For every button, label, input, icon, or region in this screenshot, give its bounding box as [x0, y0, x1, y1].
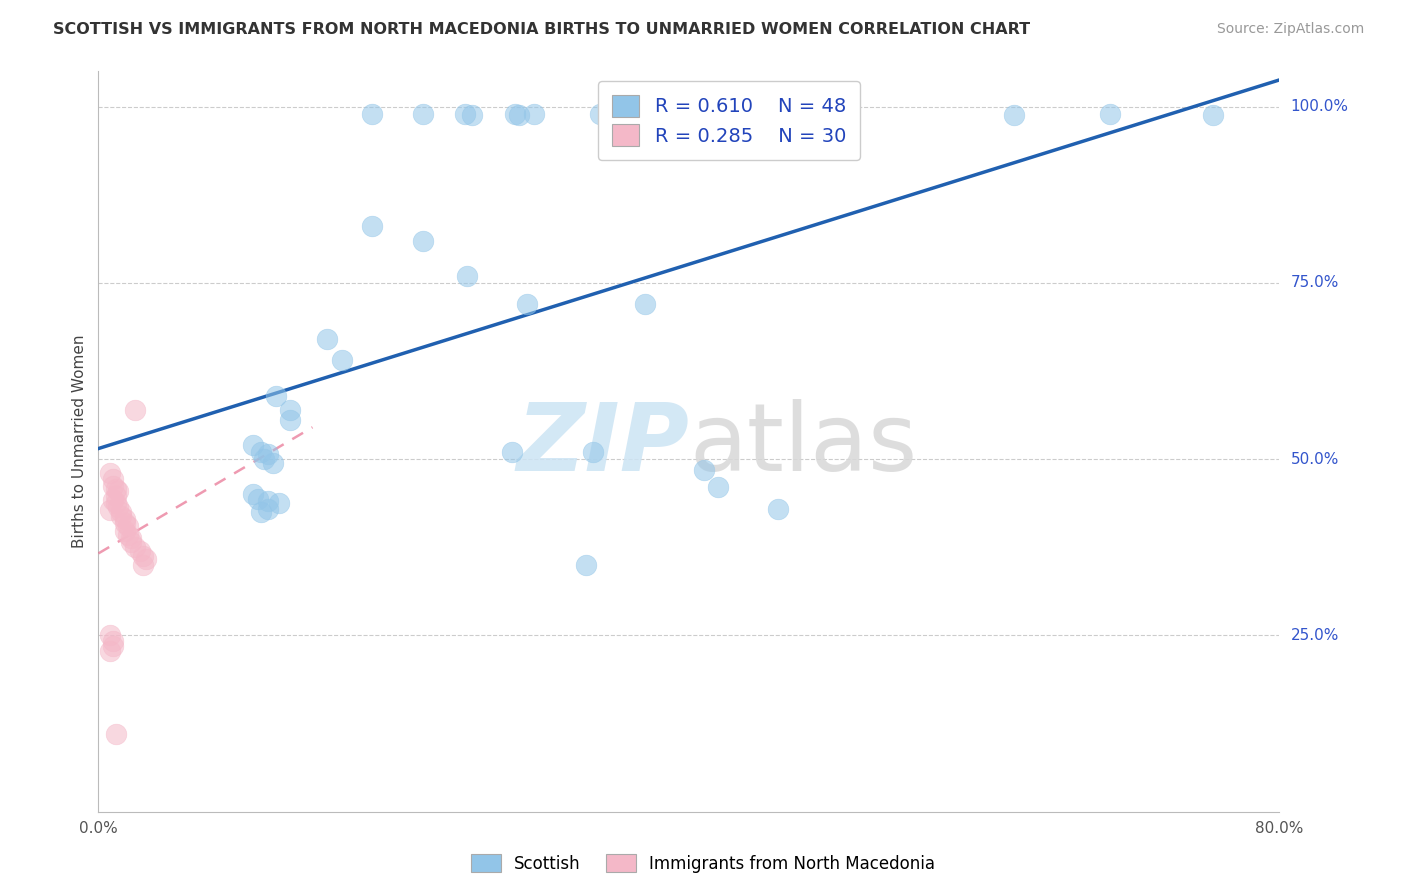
Point — [360, 106, 382, 120]
Point — [257, 446, 280, 460]
Point — [641, 106, 664, 120]
Point — [693, 463, 716, 477]
Text: atlas: atlas — [689, 400, 917, 491]
Legend: R = 0.610    N = 48, R = 0.285    N = 30: R = 0.610 N = 48, R = 0.285 N = 30 — [599, 81, 859, 160]
Point — [257, 501, 280, 516]
Point — [135, 552, 157, 566]
Point — [516, 297, 538, 311]
Point — [117, 519, 139, 533]
Point — [264, 389, 287, 403]
Point — [105, 496, 128, 510]
Point — [103, 634, 125, 648]
Point — [242, 487, 264, 501]
Point — [103, 639, 125, 653]
Text: 75.0%: 75.0% — [1291, 276, 1339, 291]
Point — [582, 445, 605, 459]
Point — [280, 402, 302, 417]
Point — [1002, 108, 1025, 122]
Point — [98, 644, 121, 658]
Point — [707, 480, 730, 494]
Text: Source: ZipAtlas.com: Source: ZipAtlas.com — [1216, 22, 1364, 37]
Text: 50.0%: 50.0% — [1291, 451, 1339, 467]
Point — [98, 628, 121, 642]
Point — [98, 503, 121, 517]
Text: 100.0%: 100.0% — [1291, 99, 1348, 114]
Point — [575, 558, 598, 572]
Point — [114, 516, 136, 530]
Point — [114, 524, 136, 538]
Point — [257, 494, 280, 508]
Text: SCOTTISH VS IMMIGRANTS FROM NORTH MACEDONIA BIRTHS TO UNMARRIED WOMEN CORRELATIO: SCOTTISH VS IMMIGRANTS FROM NORTH MACEDO… — [53, 22, 1031, 37]
Point — [508, 108, 530, 122]
Point — [262, 456, 284, 470]
Point — [267, 496, 290, 510]
Point — [128, 544, 150, 558]
Point — [124, 541, 146, 555]
Point — [105, 727, 128, 741]
Point — [124, 402, 146, 417]
Point — [132, 549, 155, 564]
Point — [117, 528, 139, 542]
Point — [250, 445, 273, 459]
Point — [461, 108, 484, 122]
Point — [330, 353, 353, 368]
Point — [98, 467, 121, 481]
Point — [523, 106, 546, 120]
Point — [360, 219, 382, 234]
Point — [103, 472, 125, 486]
Point — [246, 492, 269, 507]
Point — [107, 500, 129, 515]
Point — [457, 268, 479, 283]
Point — [105, 482, 128, 496]
Point — [132, 558, 155, 572]
Point — [453, 106, 475, 120]
Text: 25.0%: 25.0% — [1291, 628, 1339, 643]
Text: ZIP: ZIP — [516, 400, 689, 491]
Point — [253, 452, 276, 467]
Point — [105, 489, 128, 503]
Point — [412, 106, 434, 120]
Legend: Scottish, Immigrants from North Macedonia: Scottish, Immigrants from North Macedoni… — [464, 847, 942, 880]
Point — [110, 505, 132, 519]
Point — [120, 535, 142, 549]
Point — [103, 479, 125, 493]
Point — [250, 505, 273, 519]
Point — [107, 483, 129, 498]
Point — [114, 512, 136, 526]
Point — [766, 501, 789, 516]
Point — [503, 106, 526, 120]
Point — [634, 297, 657, 311]
Point — [110, 508, 132, 523]
Point — [242, 438, 264, 452]
Point — [501, 445, 523, 459]
Y-axis label: Births to Unmarried Women: Births to Unmarried Women — [72, 334, 87, 549]
Point — [1098, 106, 1121, 120]
Point — [120, 531, 142, 545]
Point — [316, 332, 339, 346]
Point — [412, 234, 434, 248]
Point — [103, 493, 125, 508]
Point — [280, 413, 302, 427]
Point — [589, 106, 612, 120]
Point — [1202, 108, 1225, 122]
